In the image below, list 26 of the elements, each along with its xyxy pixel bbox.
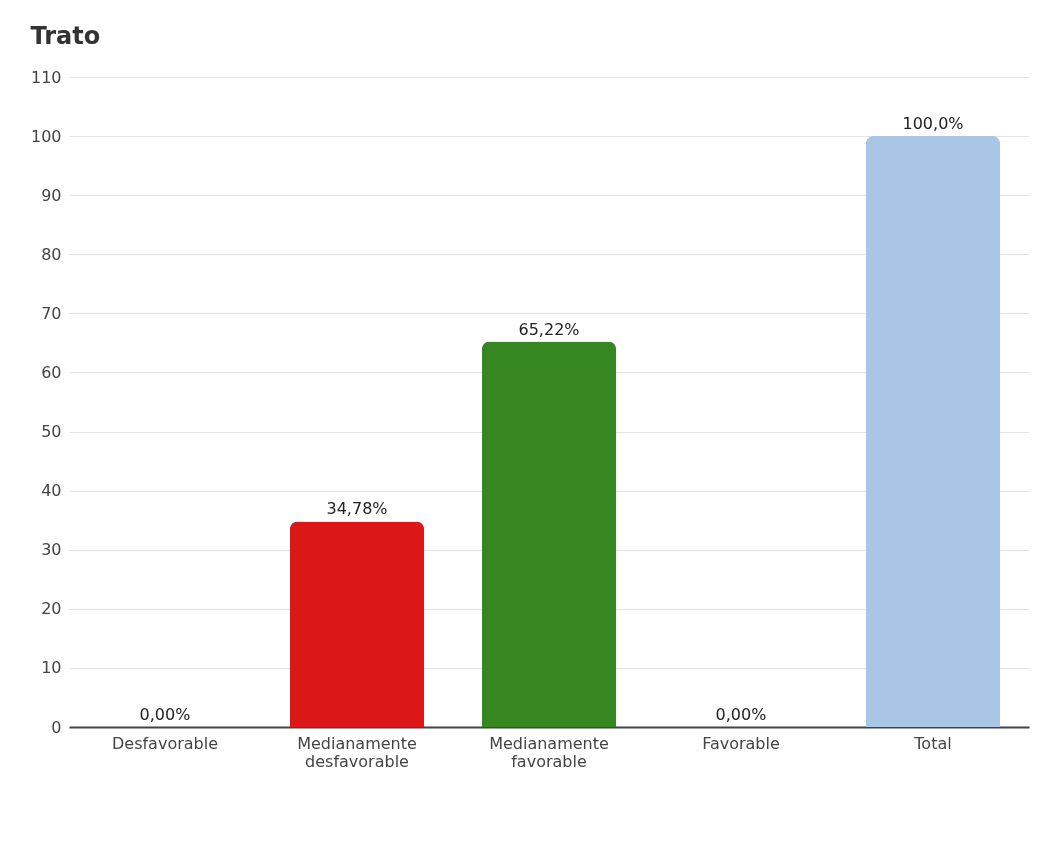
chart-title: Trato	[30, 22, 101, 50]
y-tick-label: 90	[41, 185, 62, 205]
y-tick-label: 60	[41, 362, 62, 382]
y-tick-label: 50	[41, 422, 62, 442]
y-tick-label: 100	[30, 126, 62, 146]
data-label: 0,00%	[715, 705, 767, 724]
y-tick-label: 10	[41, 658, 62, 678]
x-tick-label: Medianamente favorable	[489, 733, 609, 771]
y-tick-label: 40	[41, 481, 62, 501]
x-tick-label: Medianamente desfavorable	[297, 733, 417, 771]
y-tick-label: 30	[41, 540, 62, 560]
x-tick-label: Desfavorable	[111, 733, 219, 753]
data-label: 100,0%	[902, 114, 964, 134]
data-label: 34,78%	[326, 499, 388, 519]
data-label: 0,00%	[139, 705, 191, 724]
bar	[481, 341, 617, 727]
y-tick-label: 70	[41, 303, 62, 323]
x-tick-label: Favorable	[702, 733, 780, 753]
y-tick-label: 0	[51, 717, 62, 737]
y-tick-label: 20	[41, 599, 62, 619]
bar	[865, 136, 1001, 727]
y-tick-label: 110	[30, 67, 62, 87]
y-tick-label: 80	[41, 244, 62, 264]
data-label: 65,22%	[518, 319, 580, 339]
x-tick-label: Total	[913, 733, 952, 753]
bar	[289, 521, 425, 727]
